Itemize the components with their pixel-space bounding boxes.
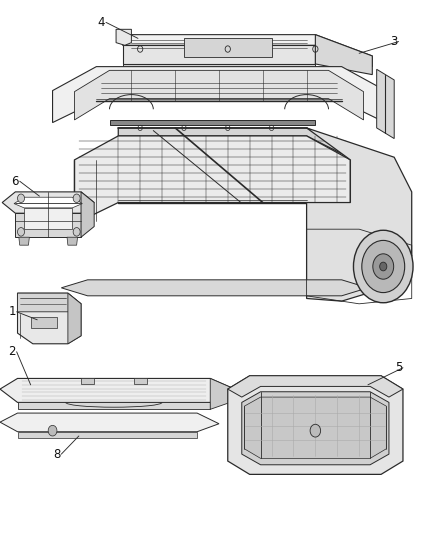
- Polygon shape: [18, 432, 197, 438]
- Text: 8: 8: [53, 448, 60, 461]
- Polygon shape: [74, 70, 364, 120]
- Polygon shape: [110, 120, 315, 125]
- Circle shape: [18, 228, 25, 236]
- Text: 2: 2: [8, 345, 16, 358]
- Polygon shape: [67, 237, 78, 245]
- Polygon shape: [74, 136, 350, 224]
- Circle shape: [73, 228, 80, 236]
- Polygon shape: [210, 378, 241, 409]
- Polygon shape: [68, 293, 81, 344]
- Polygon shape: [24, 208, 72, 229]
- Text: 1: 1: [8, 305, 16, 318]
- Polygon shape: [123, 45, 315, 64]
- Polygon shape: [116, 29, 131, 45]
- Polygon shape: [61, 280, 368, 296]
- Polygon shape: [0, 378, 241, 402]
- Polygon shape: [81, 192, 94, 237]
- Polygon shape: [2, 192, 94, 213]
- Polygon shape: [123, 35, 372, 67]
- Polygon shape: [244, 397, 386, 458]
- Polygon shape: [19, 237, 29, 245]
- Circle shape: [373, 254, 394, 279]
- Polygon shape: [15, 213, 81, 237]
- Text: 5: 5: [395, 361, 402, 374]
- Text: 3: 3: [391, 35, 398, 48]
- Polygon shape: [123, 64, 315, 75]
- Text: 6: 6: [11, 175, 19, 188]
- Polygon shape: [18, 293, 81, 344]
- Polygon shape: [0, 413, 219, 432]
- Polygon shape: [14, 197, 82, 208]
- Circle shape: [73, 194, 80, 203]
- Polygon shape: [18, 293, 81, 312]
- Polygon shape: [242, 392, 389, 465]
- Polygon shape: [228, 376, 403, 397]
- Polygon shape: [377, 69, 394, 139]
- Circle shape: [380, 262, 387, 271]
- Polygon shape: [118, 128, 359, 163]
- Circle shape: [48, 425, 57, 436]
- Polygon shape: [81, 378, 94, 384]
- Circle shape: [18, 194, 25, 203]
- Polygon shape: [184, 38, 272, 57]
- Circle shape: [310, 424, 321, 437]
- Circle shape: [362, 240, 405, 293]
- Polygon shape: [315, 35, 372, 75]
- Polygon shape: [53, 67, 385, 123]
- Circle shape: [353, 230, 413, 303]
- Text: 4: 4: [98, 16, 106, 29]
- Polygon shape: [31, 317, 57, 328]
- Polygon shape: [18, 402, 210, 409]
- Polygon shape: [228, 376, 403, 474]
- Polygon shape: [134, 378, 147, 384]
- Polygon shape: [307, 128, 412, 301]
